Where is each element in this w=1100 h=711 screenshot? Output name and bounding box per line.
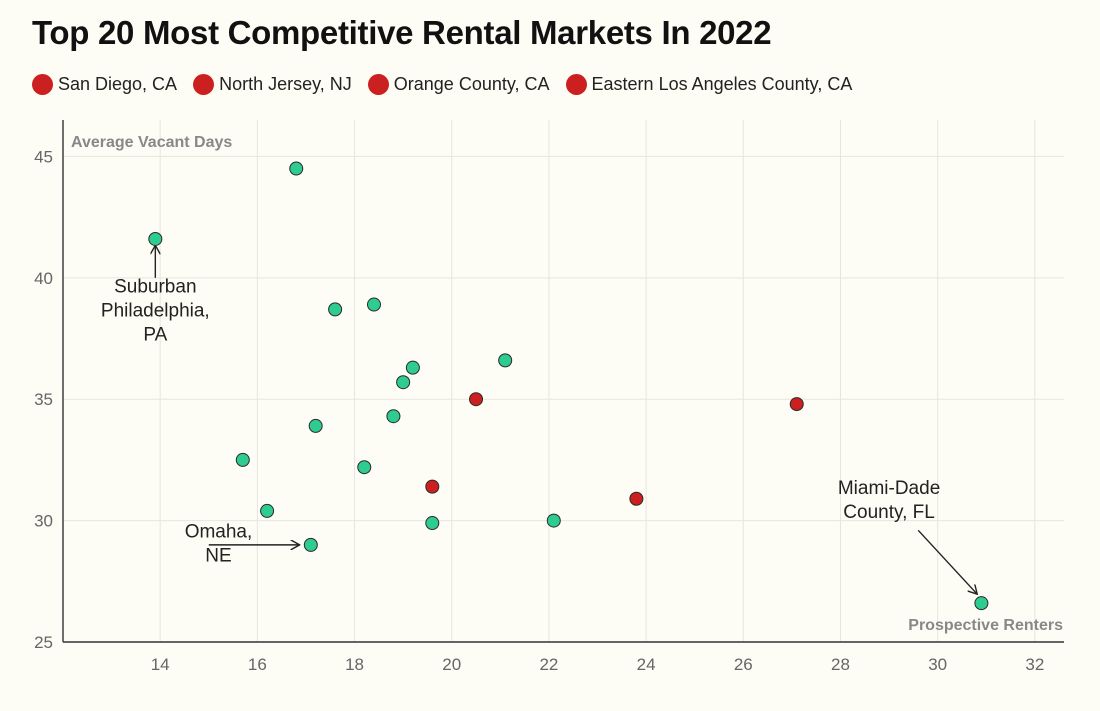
highlight-point[interactable] (789, 397, 804, 412)
chart-title: Top 20 Most Competitive Rental Markets I… (32, 14, 772, 51)
legend-item-orange-county[interactable]: Orange County, CA (367, 74, 550, 95)
data-point[interactable] (328, 302, 343, 317)
annotation-arrow (917, 529, 976, 593)
annotation-line: PA (143, 324, 167, 345)
legend-item-north-jersey[interactable]: North Jersey, NJ (193, 74, 352, 95)
highlight-point[interactable] (469, 392, 484, 407)
data-point[interactable] (357, 460, 372, 475)
axes: 14 16 18 20 22 24 26 28 30 32 25 30 35 40 45 Average Va… (34, 120, 1064, 674)
legend-swatch (367, 74, 389, 95)
data-point[interactable] (396, 375, 411, 390)
y-tick-label: 45 (34, 147, 53, 166)
x-axis-title: Prospective Renters (908, 617, 1063, 634)
data-point[interactable] (148, 231, 163, 246)
highlight-point[interactable] (629, 491, 644, 506)
data-point[interactable] (235, 452, 250, 467)
data-point[interactable] (289, 161, 304, 176)
x-tick-label: 28 (831, 655, 850, 674)
data-point[interactable] (366, 297, 381, 312)
legend-label: San Diego, CA (58, 74, 178, 94)
annotation-line: NE (205, 546, 231, 567)
y-axis-title: Average Vacant Days (71, 134, 232, 151)
annotation-line: County, FL (843, 502, 935, 523)
legend-label: Orange County, CA (393, 74, 550, 94)
legend-item-eastern-la-county[interactable]: Eastern Los Angeles County, CA (565, 74, 853, 95)
annotation-label: Omaha, NE (185, 522, 253, 567)
data-point[interactable] (405, 360, 420, 375)
data-point[interactable] (260, 503, 275, 518)
legend: San Diego, CA North Jersey, NJ Orange Co… (32, 74, 868, 95)
data-point[interactable] (974, 596, 989, 611)
annotation-line: Miami-Dade (838, 478, 940, 499)
grid (63, 120, 1064, 642)
x-tick-label: 24 (637, 655, 656, 674)
legend-swatch (565, 74, 587, 95)
data-point[interactable] (498, 353, 513, 368)
data-point[interactable] (425, 516, 440, 531)
data-points (148, 161, 989, 611)
data-point[interactable] (546, 513, 561, 528)
y-tick-label: 25 (34, 633, 53, 652)
data-point[interactable] (386, 409, 401, 424)
x-tick-label: 16 (248, 655, 267, 674)
y-tick-label: 40 (34, 269, 53, 288)
annotation-line: Omaha, (185, 522, 253, 543)
legend-swatch (32, 74, 53, 95)
legend-label: Eastern Los Angeles County, CA (591, 74, 853, 94)
highlight-point[interactable] (425, 479, 440, 494)
x-tick-label: 30 (928, 655, 947, 674)
legend-label: North Jersey, NJ (219, 74, 352, 94)
legend-item-san-diego[interactable]: San Diego, CA (32, 74, 177, 95)
x-tick-label: 22 (539, 655, 558, 674)
x-tick-label: 32 (1025, 655, 1044, 674)
legend-swatch (193, 74, 215, 95)
x-tick-label: 18 (345, 655, 364, 674)
data-point[interactable] (308, 418, 323, 433)
x-tick-label: 26 (734, 655, 753, 674)
y-tick-label: 35 (34, 390, 53, 409)
y-tick-label: 30 (34, 512, 53, 531)
x-tick-label: 20 (442, 655, 461, 674)
annotation-line: Suburban (114, 276, 196, 297)
annotation-line: Philadelphia, (101, 300, 210, 321)
data-point[interactable] (303, 537, 318, 552)
x-tick-label: 14 (151, 655, 170, 674)
annotation-label: Suburban Philadelphia, PA (101, 276, 210, 345)
annotation-label: Miami-Dade County, FL (838, 478, 940, 523)
annotations: Suburban Philadelphia, PA Omaha, NE Miami-Dad… (101, 246, 977, 593)
